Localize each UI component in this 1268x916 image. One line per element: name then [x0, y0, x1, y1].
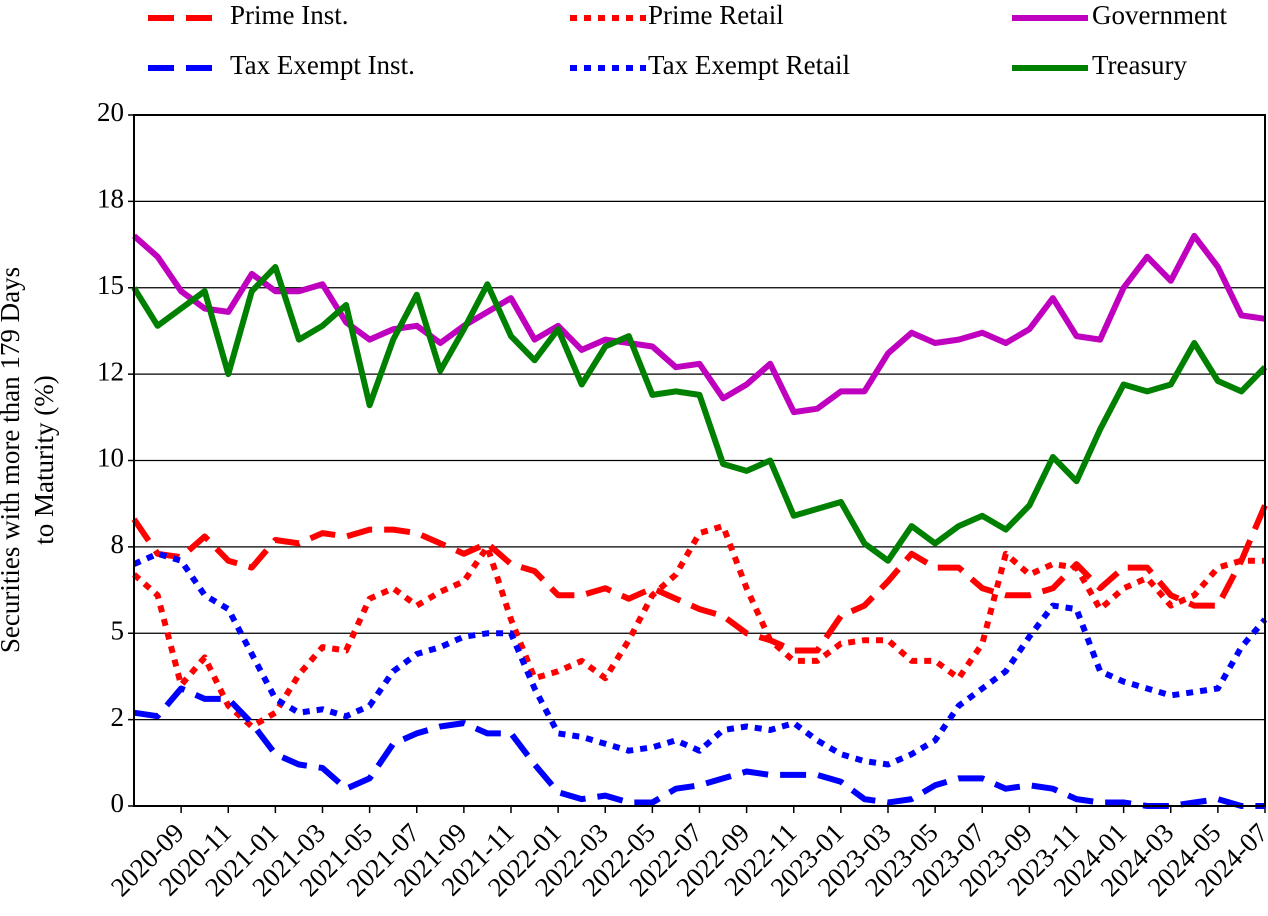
series-line: [131, 504, 1268, 654]
series-line: [132, 232, 1266, 416]
legend-label: Government: [1092, 0, 1227, 30]
y-axis-label: Securities with more than 179 Days: [0, 267, 25, 653]
y-tick-label: 20: [97, 97, 124, 127]
y-tick-label: 2: [111, 702, 125, 732]
y-tick-label: 18: [97, 184, 124, 214]
legend-label: Treasury: [1092, 50, 1188, 80]
series-line: [132, 550, 1268, 768]
legend-label: Prime Inst.: [230, 0, 349, 30]
series-line: [131, 264, 1268, 564]
y-axis-label: to Maturity (%): [29, 375, 59, 544]
legend-label: Tax Exempt Inst.: [230, 50, 415, 80]
plot-frame: [133, 114, 1266, 807]
y-tick-label: 5: [111, 615, 125, 645]
y-tick-label: 0: [111, 788, 125, 818]
legend-label: Tax Exempt Retail: [648, 50, 850, 80]
y-tick-label: 8: [111, 529, 125, 559]
series-line: [132, 523, 1265, 730]
legend-label: Prime Retail: [648, 0, 784, 30]
y-tick-label: 12: [97, 356, 124, 386]
y-tick-label: 10: [97, 443, 124, 473]
series-line: [133, 685, 1265, 809]
y-tick-label: 15: [97, 270, 124, 300]
